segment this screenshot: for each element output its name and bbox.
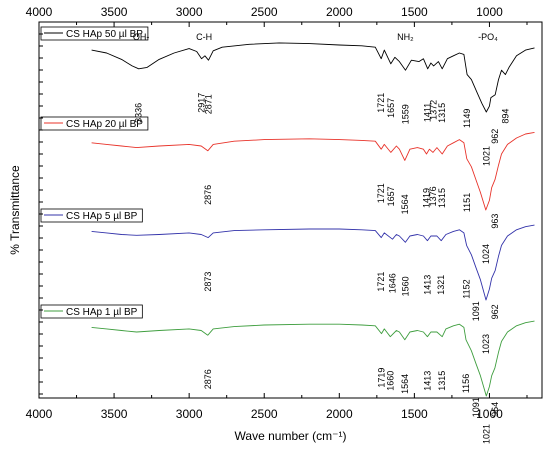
- peak-label: 1419: [422, 188, 432, 208]
- legend-box: [40, 304, 143, 319]
- x-tick-label-top: 4000: [26, 5, 53, 19]
- peak-label: 1376: [428, 186, 438, 206]
- peak-label: 1372: [429, 100, 439, 120]
- x-axis-label: Wave number (cm⁻¹): [235, 429, 347, 443]
- peak-label: 1560: [400, 276, 410, 296]
- x-tick-label-bottom: 3500: [101, 407, 128, 421]
- x-tick-label-top: 1000: [476, 5, 503, 19]
- legend-label: CS HAp 1 µl BP: [66, 307, 138, 318]
- peak-label: 1411: [423, 103, 433, 122]
- peak-label: 1024: [481, 244, 491, 264]
- peak-label: 1719: [377, 368, 387, 388]
- peak-label: 1559: [401, 104, 411, 124]
- peak-label: 1023: [481, 334, 491, 354]
- x-tick-label-top: 1500: [401, 5, 428, 19]
- peak-label: 1315: [437, 188, 447, 208]
- peak-label: 3336: [134, 103, 144, 123]
- peak-label: 1721: [376, 272, 386, 292]
- legend-label: CS HAp 5 µl BP: [66, 211, 138, 222]
- x-tick-label-top: 2500: [251, 5, 278, 19]
- peak-label: 2873: [203, 272, 213, 292]
- peak-label: 1091: [471, 301, 481, 321]
- peak-label: 1315: [437, 103, 447, 123]
- peak-label: 1657: [386, 186, 396, 206]
- group-label: -PO₄: [478, 32, 498, 42]
- x-tick-label-bottom: 4000: [26, 407, 53, 421]
- peak-label: 1721: [376, 93, 386, 113]
- peak-label: 1660: [385, 371, 395, 391]
- legend-label: CS HAp 50 µl BP: [66, 29, 143, 40]
- peak-label: 962: [490, 304, 500, 319]
- group-label: NH₂: [397, 32, 414, 42]
- peak-label: 964: [490, 402, 500, 417]
- peak-label: 2871: [204, 94, 214, 114]
- group-labels: OH- C-H NH₂ -PO₄: [133, 32, 498, 42]
- x-tick-label-bottom: 2000: [326, 407, 353, 421]
- peak-label: 1149: [462, 109, 472, 128]
- peak-label: 1564: [400, 194, 410, 214]
- series-group: CS HAp 5 µl BP 2873 1721 1646 1560 1413 1321 11…: [40, 208, 535, 354]
- peak-label: 2917: [197, 93, 207, 113]
- peak-label: 1091: [471, 397, 481, 417]
- peak-label: 1021: [481, 424, 491, 444]
- peak-label: 1321: [436, 275, 446, 295]
- legend-label: CS HAp 20 µl BP: [66, 119, 143, 130]
- series-line: [91, 224, 535, 301]
- peak-label: 1151: [462, 193, 472, 212]
- x-tick-label-bottom: 3000: [176, 407, 203, 421]
- peak-label: 1413: [422, 275, 432, 295]
- series-line: [91, 131, 535, 211]
- peak-label: 894: [500, 109, 510, 124]
- peak-label: 1646: [388, 273, 398, 293]
- peak-label: 963: [490, 214, 500, 229]
- peak-label: 1315: [437, 371, 447, 391]
- x-tick-label-bottom: 2500: [251, 407, 278, 421]
- peak-label: 1564: [400, 374, 410, 394]
- group-label: C-H: [196, 32, 212, 42]
- legend-box: [40, 116, 149, 131]
- peak-label: 1413: [422, 371, 432, 391]
- axis-ticks: 4000 4000 3500 3500 3000 3000 2500 2500 2000 2000…: [26, 5, 528, 421]
- peak-label: 1152: [462, 279, 472, 298]
- peak-label: 1657: [386, 98, 396, 118]
- x-tick-label-top: 3500: [101, 5, 128, 19]
- peak-label: 1021: [481, 146, 491, 166]
- group-label: OH-: [133, 32, 150, 42]
- peak-label: 2876: [203, 185, 213, 205]
- peak-label: 1721: [376, 183, 386, 203]
- legend-box: [40, 26, 149, 41]
- x-tick-label-bottom: 1000: [476, 407, 503, 421]
- y-axis-label: % Transmittance: [8, 165, 22, 255]
- peak-label: 962: [490, 129, 500, 144]
- x-tick-label-bottom: 1500: [401, 407, 428, 421]
- peak-label: 2876: [203, 369, 213, 389]
- series-line: [91, 42, 535, 113]
- x-tick-label-top: 3000: [176, 5, 203, 19]
- plot-frame: [38, 21, 543, 399]
- series-line: [91, 320, 535, 397]
- x-tick-label-top: 2000: [326, 5, 353, 19]
- legend-box: [40, 208, 143, 223]
- peak-label: 1156: [461, 374, 471, 393]
